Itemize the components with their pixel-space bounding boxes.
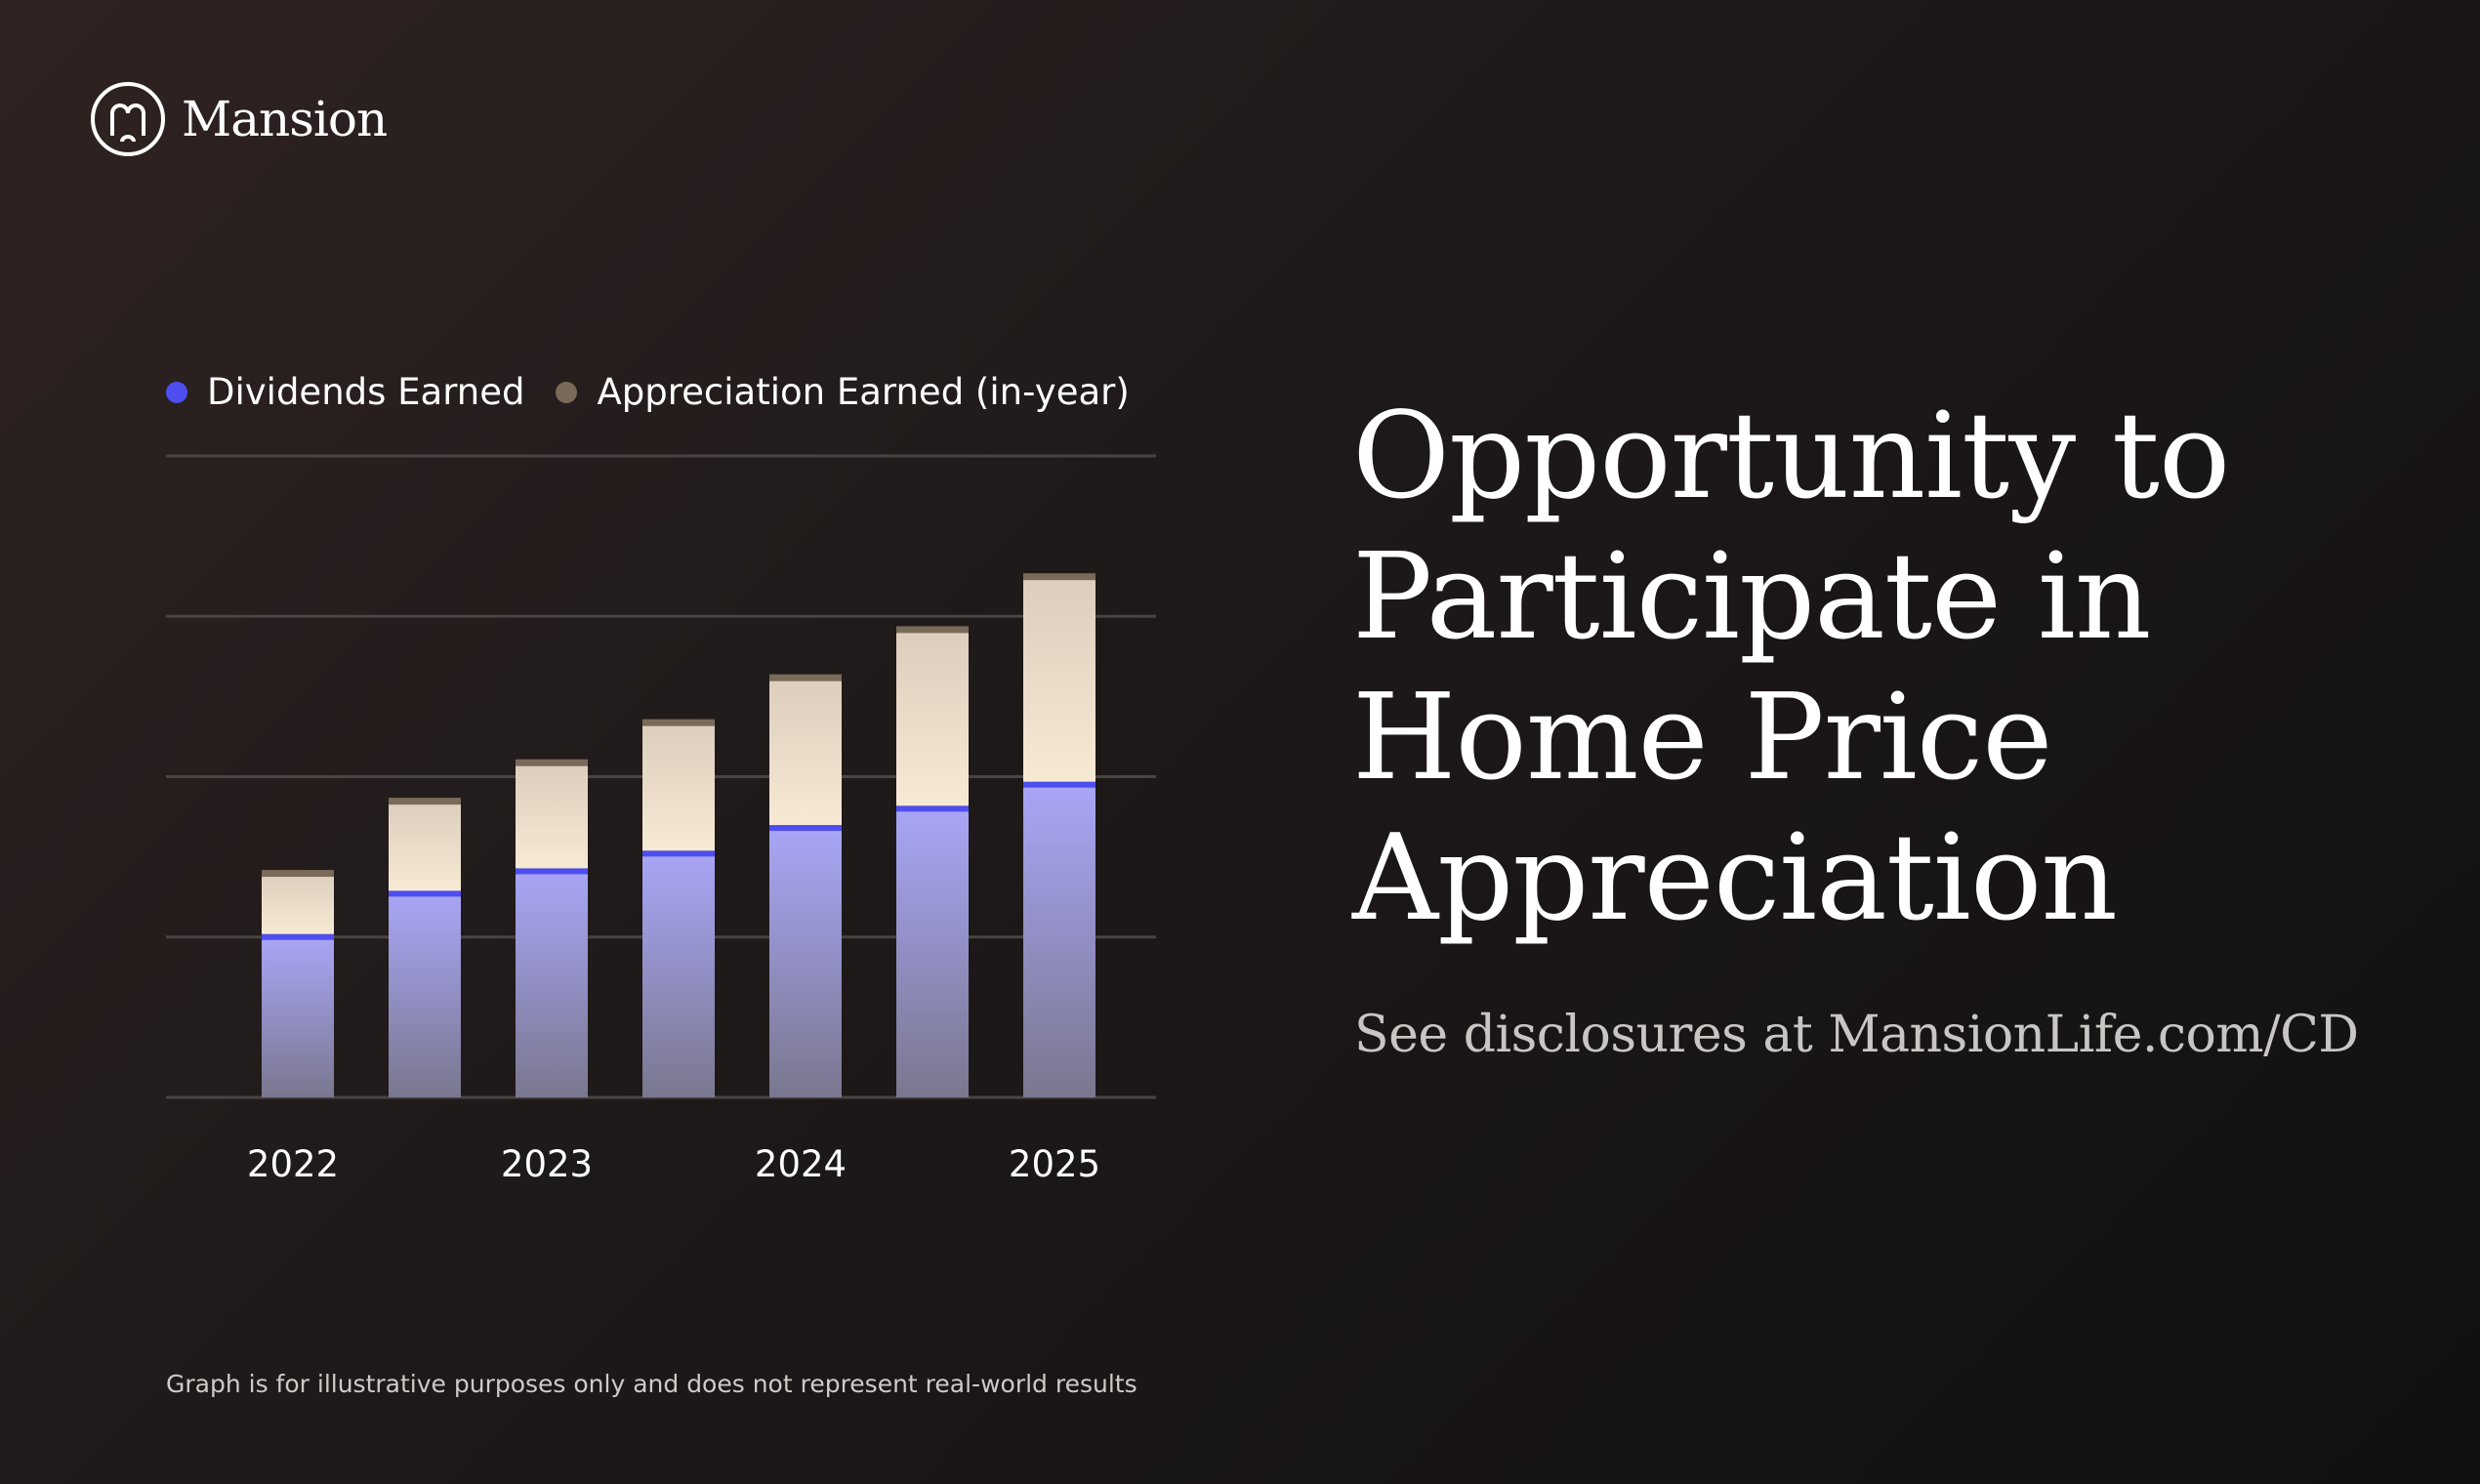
bar-appreciation-cap: [896, 626, 969, 634]
bar-dividends-cap: [516, 868, 588, 875]
bar-dividends: [896, 808, 969, 1097]
x-tick-label: 2024: [755, 1143, 847, 1185]
legend-dot-appreciation: [556, 381, 578, 403]
x-tick-label: 2023: [501, 1143, 593, 1185]
legend-label-dividends: Dividends Earned: [207, 371, 525, 413]
bar-appreciation: [896, 629, 969, 806]
bar-appreciation: [769, 677, 842, 826]
bar-appreciation-cap: [642, 719, 715, 726]
bar-appreciation-cap: [769, 674, 842, 681]
legend-item-appreciation: Appreciation Earned (in-year): [556, 371, 1130, 413]
bar-appreciation: [642, 721, 715, 851]
bar-appreciation-cap: [1023, 573, 1095, 581]
mansion-monogram-icon: [91, 82, 165, 156]
bar-appreciation-cap: [262, 870, 334, 878]
bar-dividends-cap: [896, 805, 969, 812]
legend-dot-dividends: [166, 381, 187, 403]
bar-appreciation-cap: [389, 798, 461, 805]
disclosure-text: See disclosures at MansionLife.com/CD: [1354, 1006, 2359, 1064]
chart-legend: Dividends Earned Appreciation Earned (in…: [166, 371, 1161, 413]
bar-dividends: [1023, 784, 1095, 1097]
bar-dividends-cap: [389, 890, 461, 897]
x-tick-label: 2022: [247, 1143, 339, 1185]
bar-appreciation: [262, 873, 334, 934]
bar-appreciation: [1023, 576, 1095, 782]
bar-dividends: [769, 828, 842, 1097]
bar-appreciation-cap: [516, 759, 588, 766]
bar-dividends: [642, 853, 715, 1097]
bar-dividends: [262, 936, 334, 1097]
bar-dividends-cap: [262, 933, 334, 940]
legend-label-appreciation: Appreciation Earned (in-year): [597, 371, 1130, 413]
brand-name: Mansion: [182, 91, 388, 147]
bar-dividends: [389, 893, 461, 1097]
bar-appreciation: [516, 762, 588, 869]
bar-dividends-cap: [769, 825, 842, 832]
brand-logo: Mansion: [90, 80, 388, 158]
legend-item-dividends: Dividends Earned: [166, 371, 524, 413]
bar-dividends-cap: [642, 850, 715, 857]
x-tick-label: 2025: [1009, 1143, 1100, 1185]
bar-dividends-cap: [1023, 781, 1095, 788]
bar-appreciation: [389, 801, 461, 891]
footnote: Graph is for illustrative purposes only …: [166, 1370, 1137, 1398]
headline: Opportunity to Participate in Home Price…: [1352, 387, 2230, 947]
stacked-bar-chart: 2022 2023 2024 2025: [166, 454, 1156, 1185]
bar-dividends: [516, 871, 588, 1097]
